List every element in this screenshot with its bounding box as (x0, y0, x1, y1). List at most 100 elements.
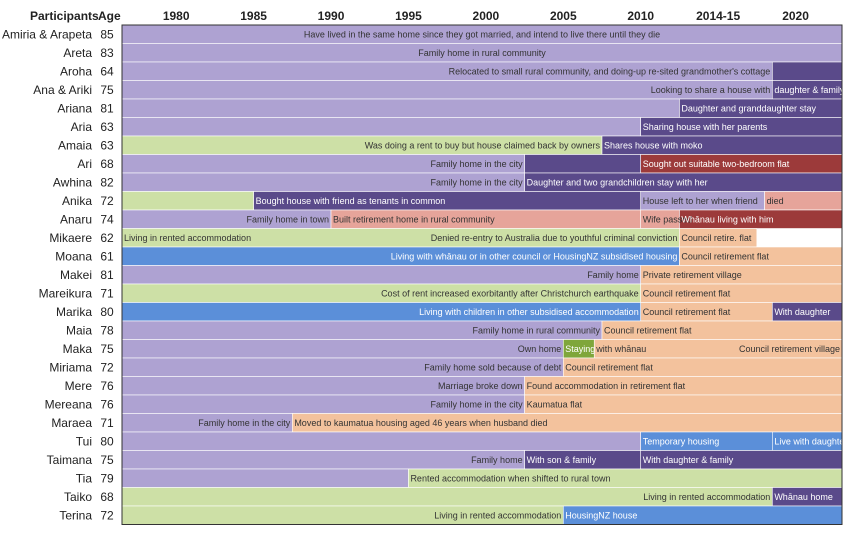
x-tick-label: 2000 (473, 9, 500, 23)
timeline-row: Mere 76 Marriage broke down Found accommoda… (65, 376, 843, 396)
segment-label: Relocated to small rural community, and … (449, 66, 771, 76)
segment-label: With son & family (527, 455, 597, 465)
segment-label: Staying (565, 344, 595, 354)
segment-label: Family home sold because of debt (424, 362, 562, 372)
segment-label: Council retirement flat (604, 325, 692, 335)
timeline-segment (121, 450, 525, 470)
participant-name: Maraea (51, 416, 92, 430)
participant-age: 68 (100, 157, 114, 171)
participant-age: 76 (100, 397, 114, 411)
segment-label: With daughter (774, 307, 830, 317)
segment-label: House left to her when friend (643, 196, 758, 206)
segment-label: Family home in rural community (418, 48, 546, 58)
segment-label: Temporary housing (643, 436, 720, 446)
timeline-row: Miriama 72 Family home sold because of deb… (49, 357, 843, 377)
segment-label: with whānau (595, 344, 646, 354)
segment-label: daughter & family (774, 85, 845, 95)
participant-age: 61 (100, 249, 114, 263)
participant-age: 76 (100, 379, 114, 393)
segment-label: HousingNZ house (565, 510, 637, 520)
segment-label: Shares house with moko (604, 140, 703, 150)
participant-age: 75 (100, 453, 114, 467)
timeline-row: Maia 78 Family home in rural community Coun… (66, 320, 843, 340)
participant-age: 72 (100, 194, 114, 208)
participant-age: 85 (100, 27, 114, 41)
timeline-row: Maraea 71 Family home in the city Moved to … (51, 413, 843, 433)
age-header: Age (98, 9, 121, 23)
participant-name: Maia (66, 323, 92, 337)
timeline-segment (121, 265, 642, 285)
participant-name: Marika (56, 305, 92, 319)
participant-name: Awhina (53, 175, 92, 189)
timeline-segment (121, 191, 254, 211)
participant-age: 79 (100, 471, 114, 485)
segment-label: With daughter & family (643, 455, 734, 465)
segment-label: Denied re-entry to Australia due to yout… (431, 233, 678, 243)
timeline-row: Aroha 64 Relocated to small rural communit… (60, 61, 843, 81)
participant-age: 75 (100, 83, 114, 97)
x-tick-label: 2014-15 (696, 9, 740, 23)
timeline-row: Makei 81 Family home Private retirement vil… (60, 265, 843, 285)
participant-name: Taimana (47, 453, 93, 467)
participant-name: Areta (63, 46, 92, 60)
segment-label: Bought house with friend as tenants in c… (256, 196, 446, 206)
participant-age: 74 (100, 212, 114, 226)
segment-label: Living in rented accommodation (643, 492, 770, 502)
segment-label: Living in rented accommodation (124, 233, 251, 243)
chart-rows: Amiria & Arapeta 85 Have lived in the same… (2, 24, 847, 525)
timeline-row: Amaia 63 Was doing a rent to buy but house… (58, 135, 843, 155)
segment-label: Have lived in the same home since they g… (304, 29, 660, 39)
timeline-row: Tia 79 Rented accommodation when shifted t… (76, 468, 843, 488)
timeline-row: Awhina 82 Family home in the city Daughter … (53, 172, 843, 192)
timeline-row: Mereana 76 Family home in the city Kaumatua… (45, 394, 843, 414)
x-tick-label: 2005 (550, 9, 577, 23)
participant-name: Anika (62, 194, 92, 208)
participant-name: Ari (77, 157, 92, 171)
participant-name: Taiko (64, 490, 92, 504)
segment-label: Kaumatua flat (527, 399, 583, 409)
participant-age: 72 (100, 360, 114, 374)
timeline-segment (121, 117, 642, 137)
segment-label: Living in rented accommodation (434, 510, 561, 520)
timeline-segment (121, 468, 409, 488)
x-tick-label: 1995 (395, 9, 422, 23)
segment-label: Family home in town (247, 214, 330, 224)
segment-label: Sought out suitable two-bedroom flat (643, 159, 790, 169)
segment-label: Council retirement flat (643, 307, 731, 317)
participant-age: 80 (100, 434, 114, 448)
segment-label: Found accommodation in retirement flat (527, 381, 686, 391)
x-tick-label: 2010 (627, 9, 654, 23)
participant-age: 81 (100, 268, 114, 282)
participant-age: 83 (100, 46, 114, 60)
timeline-segment (121, 98, 680, 118)
segment-label: Family home in the city (431, 159, 524, 169)
participant-name: Maka (63, 342, 93, 356)
segment-label: Living with whānau or in other council o… (391, 251, 678, 261)
participant-age: 63 (100, 138, 114, 152)
segment-label: Moved to kaumatua housing aged 46 years … (294, 418, 547, 428)
chart-frame (121, 24, 843, 525)
segment-label: Family home in rural community (472, 325, 600, 335)
participant-name: Mikaere (49, 231, 92, 245)
participant-age: 78 (100, 323, 114, 337)
timeline-row: Ari 68 Family home in the city Sought out s… (77, 154, 843, 174)
timeline-row: Ariana 81 Daughter and granddaughter stay (57, 98, 843, 118)
participant-age: 72 (100, 508, 114, 522)
participant-name: Mereana (45, 397, 93, 411)
segment-label: died (767, 196, 784, 206)
timeline-row: Taimana 75 Family home With son & family Wit… (47, 450, 843, 470)
participant-name: Moana (55, 249, 92, 263)
participant-name: Mere (65, 379, 93, 393)
timeline-segment (121, 431, 642, 451)
participant-name: Anaru (60, 212, 92, 226)
participant-name: Ana & Ariki (33, 83, 92, 97)
timeline-row: Amiria & Arapeta 85 Have lived in the same… (2, 24, 843, 44)
participant-name: Aria (71, 120, 93, 134)
participant-age: 68 (100, 490, 114, 504)
participant-name: Aroha (60, 64, 92, 78)
timeline-row: Taiko 68 Living in rented accommodation Whā… (64, 487, 843, 507)
segment-label: Sharing house with her parents (643, 122, 768, 132)
participant-name: Mareikura (39, 286, 93, 300)
participant-age: 64 (100, 64, 114, 78)
